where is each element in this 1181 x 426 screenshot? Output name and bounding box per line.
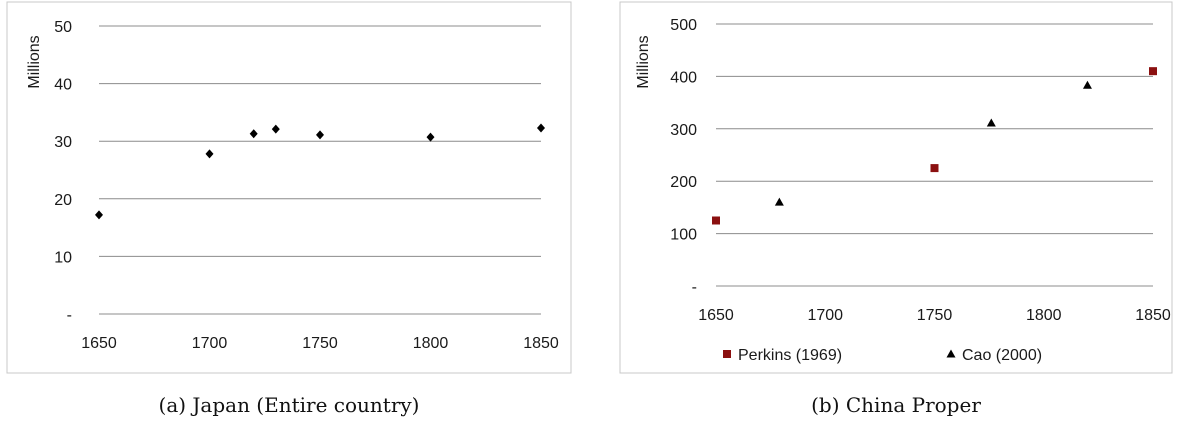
x-tick-label: 1850 — [1135, 307, 1171, 324]
y-tick-label: - — [67, 307, 72, 324]
x-tick-label: 1750 — [917, 307, 953, 324]
x-tick-label: 1800 — [1026, 307, 1062, 324]
y-axis-label: Millions — [635, 35, 652, 88]
data-point — [316, 130, 324, 140]
x-tick-label: 1700 — [192, 335, 228, 352]
y-tick-label: 40 — [54, 77, 72, 94]
y-tick-label: 10 — [54, 249, 72, 266]
y-tick-label: - — [692, 279, 697, 296]
data-point — [205, 149, 214, 159]
caption-japan: (a) Japan (Entire country) — [159, 393, 420, 417]
y-tick-label: 400 — [670, 69, 697, 86]
plot-area: - 100 200 300 400 500 1650 1700 1750 1800 1850 — [670, 17, 1171, 324]
x-tick-label: 1750 — [302, 335, 338, 352]
legend-label: Cao (2000) — [962, 347, 1042, 364]
data-point — [249, 129, 258, 139]
y-tick-label: 20 — [54, 192, 72, 209]
x-tick-label: 1800 — [413, 335, 449, 352]
data-point — [774, 197, 784, 206]
data-point — [712, 216, 720, 225]
chart-frame — [619, 1, 1173, 374]
x-tick-label: 1650 — [698, 307, 734, 324]
legend-marker — [946, 349, 956, 358]
y-tick-label: 30 — [54, 134, 72, 151]
legend-label: Perkins (1969) — [738, 347, 842, 364]
legend-item: Cao (2000) — [946, 347, 1042, 364]
chart-panel-china: Millions - 100 200 300 400 500 1650 1700 1750 180… — [619, 1, 1173, 374]
y-axis-label: Millions — [26, 35, 43, 88]
plot-area: - 10 20 30 40 50 1650 1700 1750 1800 1850 — [54, 19, 559, 352]
chart-panel-japan: Millions - 10 20 30 40 50 1650 1700 1750 1800 1850 — [6, 1, 572, 374]
data-point — [1082, 80, 1092, 89]
data-point — [95, 210, 103, 220]
y-tick-label: 500 — [670, 17, 697, 34]
data-point — [986, 118, 996, 127]
y-tick-label: 300 — [670, 122, 697, 139]
data-point — [537, 123, 545, 133]
x-tick-label: 1700 — [807, 307, 843, 324]
caption-china: (b) China Proper — [811, 393, 981, 417]
y-tick-label: 100 — [670, 227, 697, 244]
y-tick-label: 50 — [54, 19, 72, 36]
x-tick-label: 1850 — [523, 335, 559, 352]
data-point — [271, 124, 280, 134]
data-point — [1149, 67, 1157, 76]
chart-frame — [6, 1, 572, 374]
data-point — [426, 132, 435, 142]
legend-marker — [723, 350, 731, 358]
data-point — [930, 164, 939, 173]
y-tick-label: 200 — [670, 174, 697, 191]
legend-item: Perkins (1969) — [723, 347, 842, 364]
legend: Perkins (1969) Cao (2000) — [723, 347, 1042, 364]
x-tick-label: 1650 — [81, 335, 117, 352]
